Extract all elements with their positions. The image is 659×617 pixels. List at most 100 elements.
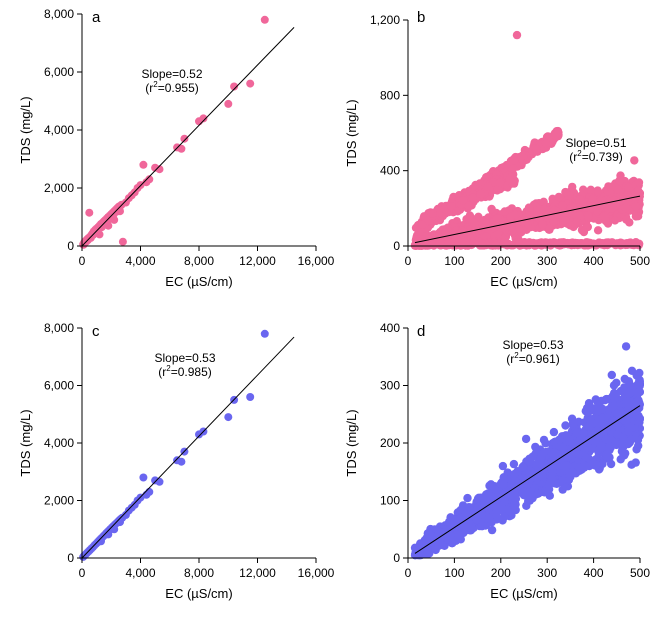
data-point <box>155 477 164 486</box>
data-point <box>608 392 617 401</box>
data-point <box>559 444 568 453</box>
data-point <box>613 430 622 439</box>
y-tick-label: 0 <box>393 551 400 565</box>
data-point <box>596 415 605 425</box>
data-point <box>422 534 431 543</box>
data-point <box>145 175 154 184</box>
y-tick-label: 6,000 <box>44 65 74 79</box>
data-point <box>619 434 628 443</box>
data-point <box>470 218 479 227</box>
x-tick-label: 0 <box>405 566 412 580</box>
x-tick-label: 100 <box>444 566 464 580</box>
data-point <box>632 445 641 454</box>
slope-annotation: Slope=0.53 <box>154 351 215 365</box>
data-point <box>460 522 470 531</box>
data-point <box>508 164 518 173</box>
data-point <box>624 426 633 436</box>
data-point <box>558 201 567 210</box>
x-tick-label: 4,000 <box>125 566 155 580</box>
data-point <box>608 402 617 411</box>
data-point <box>540 210 549 219</box>
r2-annotation: (r2=0.961) <box>506 351 560 366</box>
data-point <box>428 240 438 249</box>
data-point <box>624 377 634 386</box>
data-point <box>481 492 490 501</box>
panel-d: 0 100 200 300 400 500 0 100 200 300 400 EC (µS/cm) T… <box>344 321 650 601</box>
y-axis-title: TDS (mg/L) <box>18 96 33 163</box>
y-tick-label: 1,200 <box>370 13 400 27</box>
x-tick-label: 0 <box>405 254 412 268</box>
data-point <box>598 404 607 414</box>
panel-b: 0 100 200 300 400 500 0 400 800 1,200 EC (µS/cm) TD… <box>344 9 650 289</box>
data-point <box>558 476 567 485</box>
data-point <box>484 504 493 514</box>
data-point <box>631 238 641 247</box>
data-point <box>550 206 559 215</box>
y-tick-label: 6,000 <box>44 379 74 393</box>
data-point <box>574 463 584 472</box>
data-point <box>473 494 483 503</box>
data-point <box>615 176 624 185</box>
r2-annotation: (r2=0.739) <box>569 149 623 164</box>
x-tick-label: 4,000 <box>125 254 155 268</box>
data-point <box>139 160 148 169</box>
data-point <box>572 428 582 437</box>
data-point <box>524 457 534 466</box>
data-point <box>532 145 541 154</box>
x-tick-label: 200 <box>491 566 511 580</box>
data-point <box>620 451 629 460</box>
data-point <box>539 435 549 445</box>
data-point <box>180 134 189 143</box>
data-point <box>610 195 619 205</box>
data-point <box>605 442 614 451</box>
x-tick-label: 16,000 <box>298 254 335 268</box>
data-point <box>495 178 505 187</box>
data-point <box>491 241 500 250</box>
data-point <box>518 462 527 472</box>
data-point <box>417 220 427 229</box>
slope-annotation: Slope=0.52 <box>141 67 202 81</box>
data-point <box>518 217 527 226</box>
r2-annotation: (r2=0.955) <box>145 80 199 95</box>
x-tick-label: 8,000 <box>184 254 214 268</box>
data-point <box>627 366 637 375</box>
data-point <box>617 240 626 250</box>
panel-letter: c <box>92 323 100 340</box>
data-point <box>517 152 527 161</box>
data-point <box>483 182 493 191</box>
x-tick-label: 8,000 <box>184 566 214 580</box>
data-point <box>511 494 521 503</box>
data-point <box>509 156 519 165</box>
data-point <box>552 479 561 488</box>
regression-line <box>414 405 641 554</box>
x-tick-label: 200 <box>491 254 511 268</box>
x-axis-title: EC (µS/cm) <box>490 586 557 601</box>
data-point <box>487 525 497 535</box>
data-point <box>625 438 634 447</box>
y-tick-label: 400 <box>380 164 400 178</box>
data-point <box>498 516 507 525</box>
data-point <box>584 212 593 221</box>
data-point <box>478 240 487 249</box>
data-point <box>593 186 602 195</box>
data-point <box>139 473 148 482</box>
y-tick-label: 400 <box>380 321 400 335</box>
data-point <box>561 461 571 470</box>
data-point <box>549 427 559 437</box>
data-point <box>548 467 558 476</box>
data-point <box>538 472 547 481</box>
data-point <box>587 444 596 454</box>
data-point <box>630 156 639 165</box>
data-point <box>511 210 520 220</box>
data-point <box>606 459 616 469</box>
x-axis-title: EC (µS/cm) <box>165 274 232 289</box>
data-point <box>442 240 451 249</box>
data-point <box>539 197 548 206</box>
panel-c: 0 4,000 8,000 12,000 16,000 0 2,000 4,000 6,000 8… <box>18 321 335 601</box>
x-tick-label: 400 <box>584 566 604 580</box>
x-tick-label: 0 <box>79 254 86 268</box>
data-point <box>606 182 616 192</box>
data-point <box>465 211 475 220</box>
data-point <box>447 202 456 211</box>
data-point <box>607 204 616 213</box>
